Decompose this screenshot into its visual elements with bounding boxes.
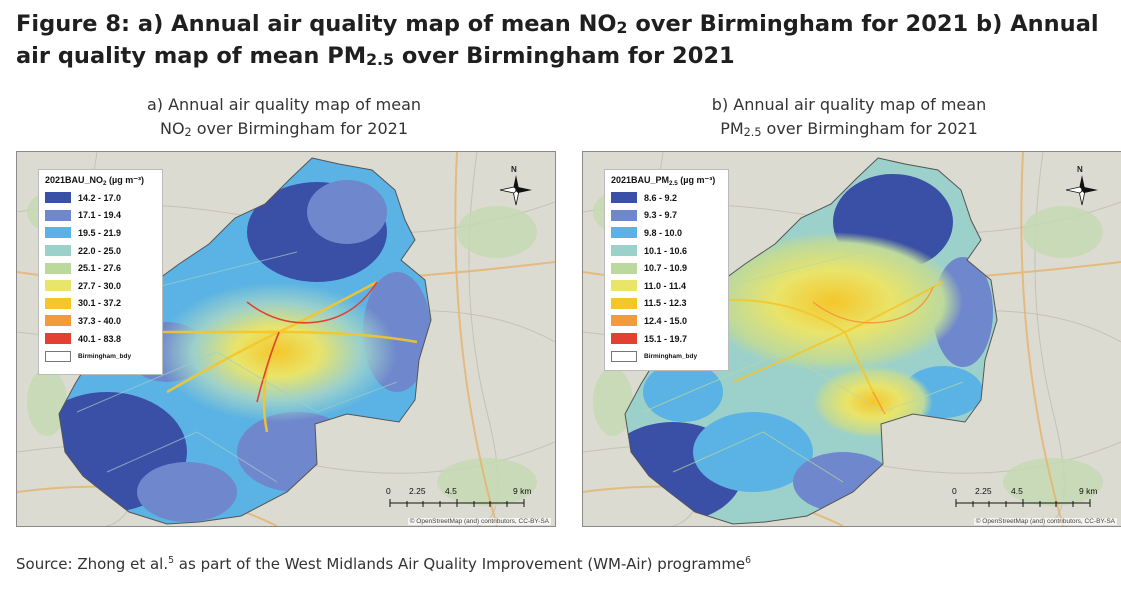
legend-swatch — [611, 227, 637, 239]
map-a-subtitle: a) Annual air quality map of mean NO2 ov… — [146, 95, 422, 139]
legend-item: 17.1 - 19.4 — [45, 207, 156, 225]
legend-item: 19.5 - 21.9 — [45, 224, 156, 242]
legend-item: 15.1 - 19.7 — [611, 330, 722, 348]
legend-item: 10.7 - 10.9 — [611, 259, 722, 277]
legend-swatch — [611, 280, 637, 292]
legend-swatch — [45, 315, 71, 327]
map-attribution: © OpenStreetMap (and) contributors, CC-B… — [407, 518, 551, 525]
scale-bar: 0 2.25 4.5 9 km — [952, 486, 1098, 507]
legend-item: 40.1 - 83.8 — [45, 330, 156, 348]
legend-swatch — [611, 209, 637, 221]
legend-swatch — [611, 315, 637, 327]
figure-title: Figure 8: a) Annual air quality map of m… — [16, 11, 1099, 69]
legend-swatch — [45, 350, 71, 362]
legend-item-boundary: Birmingham_bdy — [611, 347, 722, 365]
legend-item: 11.5 - 12.3 — [611, 295, 722, 313]
legend-item: 30.1 - 37.2 — [45, 295, 156, 313]
source-note: Source: Zhong et al.5 as part of the Wes… — [16, 555, 752, 573]
map-a-legend: 2021BAU_NO2 (µg m⁻³) 14.2 - 17.0 17.1 - … — [38, 169, 163, 375]
map-b-pm25[interactable]: 2021BAU_PM2.5 (µg m⁻³) 8.6 - 9.2 9.3 - 9… — [582, 151, 1121, 527]
legend-swatch — [611, 192, 637, 204]
legend-item: 9.8 - 10.0 — [611, 224, 722, 242]
legend-title: 2021BAU_NO2 (µg m⁻³) — [45, 175, 144, 187]
legend-title: 2021BAU_PM2.5 (µg m⁻³) — [611, 175, 716, 187]
legend-item: 8.6 - 9.2 — [611, 189, 722, 207]
legend-swatch — [45, 262, 71, 274]
map-b-subtitle: b) Annual air quality map of mean PM2.5 … — [711, 95, 987, 139]
legend-item: 25.1 - 27.6 — [45, 259, 156, 277]
map-b-legend: 2021BAU_PM2.5 (µg m⁻³) 8.6 - 9.2 9.3 - 9… — [604, 169, 729, 371]
legend-swatch — [45, 333, 71, 345]
legend-swatch — [45, 280, 71, 292]
legend-swatch — [45, 227, 71, 239]
legend-item: 9.3 - 9.7 — [611, 207, 722, 225]
scale-bar: 0 2.25 4.5 9 km — [386, 486, 532, 507]
legend-swatch — [45, 192, 71, 204]
legend-swatch — [611, 245, 637, 257]
legend-swatch — [45, 297, 71, 309]
legend-swatch — [45, 209, 71, 221]
legend-item: 37.3 - 40.0 — [45, 312, 156, 330]
legend-item: 10.1 - 10.6 — [611, 242, 722, 260]
legend-swatch — [611, 350, 637, 362]
north-arrow-icon: N — [1064, 165, 1100, 207]
legend-item: 11.0 - 11.4 — [611, 277, 722, 295]
legend-item: 22.0 - 25.0 — [45, 242, 156, 260]
legend-item: 12.4 - 15.0 — [611, 312, 722, 330]
legend-swatch — [611, 333, 637, 345]
legend-swatch — [611, 297, 637, 309]
legend-item: 14.2 - 17.0 — [45, 189, 156, 207]
legend-swatch — [45, 245, 71, 257]
legend-item: 27.7 - 30.0 — [45, 277, 156, 295]
legend-swatch — [611, 262, 637, 274]
map-a-no2[interactable]: 2021BAU_NO2 (µg m⁻³) 14.2 - 17.0 17.1 - … — [16, 151, 556, 527]
legend-item-boundary: Birmingham_bdy — [45, 347, 156, 365]
north-arrow-icon: N — [498, 165, 534, 207]
map-attribution: © OpenStreetMap (and) contributors, CC-B… — [973, 518, 1117, 525]
